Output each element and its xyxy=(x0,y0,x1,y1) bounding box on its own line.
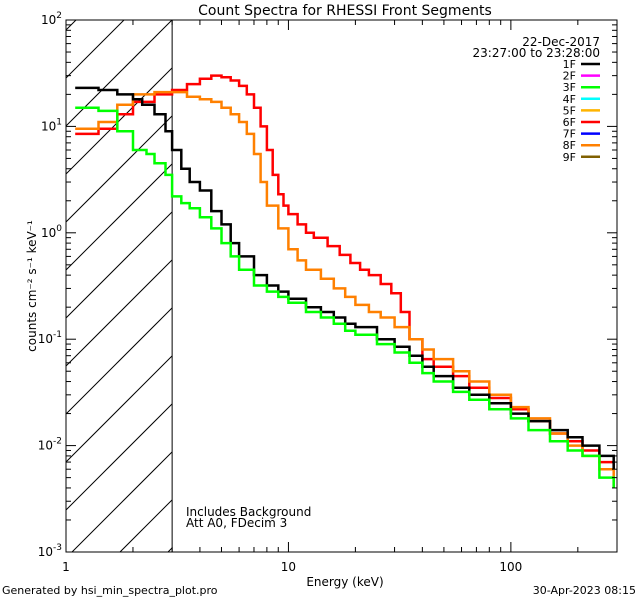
excluded-energy-hatch xyxy=(65,19,173,553)
hatch-line xyxy=(167,547,173,553)
y-tick-label: 10-2 xyxy=(38,437,62,453)
hatch-line xyxy=(119,499,173,553)
x-tick-label: 10 xyxy=(281,560,296,574)
x-tick-label: 100 xyxy=(499,560,522,574)
hatch-line xyxy=(65,163,173,271)
hatch-line xyxy=(71,451,173,553)
y-tick-label: 102 xyxy=(41,11,62,27)
hatch-line xyxy=(65,259,173,367)
series-3f-line xyxy=(75,106,615,488)
legend-label-5f: 5F xyxy=(563,104,576,117)
y-axis: 102 101 100 10-1 10-2 10-3 xyxy=(38,11,617,559)
chart-title: Count Spectra for RHESSI Front Segments xyxy=(198,3,492,19)
series-8f-line xyxy=(75,90,615,488)
hatch-line xyxy=(65,19,173,127)
hatch-line xyxy=(65,211,173,319)
hatch-line xyxy=(65,403,173,511)
hatch-line xyxy=(65,19,125,79)
legend-label-2f: 2F xyxy=(563,70,576,83)
x-axis: 1 10 100 xyxy=(62,20,618,574)
legend-label-6f: 6F xyxy=(563,116,576,129)
y-axis-label: counts cm⁻² s⁻¹ keV⁻¹ xyxy=(25,220,39,352)
date-label: 22-Dec-2017 xyxy=(522,35,600,49)
footer-generated: Generated by hsi_min_spectra_plot.pro xyxy=(2,584,218,597)
legend-label-1f: 1F xyxy=(563,58,576,71)
y-tick-label: 10-1 xyxy=(38,330,62,346)
y-tick-label: 10-3 xyxy=(38,543,62,559)
hatch-line xyxy=(65,115,173,223)
footer-timestamp: 30-Apr-2023 08:15 xyxy=(533,584,636,597)
series-6f-line xyxy=(75,74,615,470)
annotation-attenuator: Att A0, FDecim 3 xyxy=(186,516,287,530)
hatch-line xyxy=(65,67,173,175)
x-axis-label: Energy (keV) xyxy=(306,575,383,589)
y-tick-label: 101 xyxy=(41,117,62,133)
series-group xyxy=(75,74,615,488)
legend-label-3f: 3F xyxy=(563,81,576,94)
plot-frame xyxy=(65,19,618,553)
annotation-background: Includes Background xyxy=(186,505,311,519)
hatch-line xyxy=(65,307,173,415)
series-1f-line xyxy=(75,86,615,470)
legend-label-7f: 7F xyxy=(563,128,576,141)
legend-label-8f: 8F xyxy=(563,139,576,152)
y-tick-label: 100 xyxy=(41,224,62,240)
legend-label-4f: 4F xyxy=(563,93,576,106)
time-range-label: 23:27:00 to 23:28:00 xyxy=(473,46,600,60)
hatch-line xyxy=(65,355,173,463)
x-tick-label: 1 xyxy=(62,560,70,574)
legend-label-9f: 9F xyxy=(563,151,576,164)
